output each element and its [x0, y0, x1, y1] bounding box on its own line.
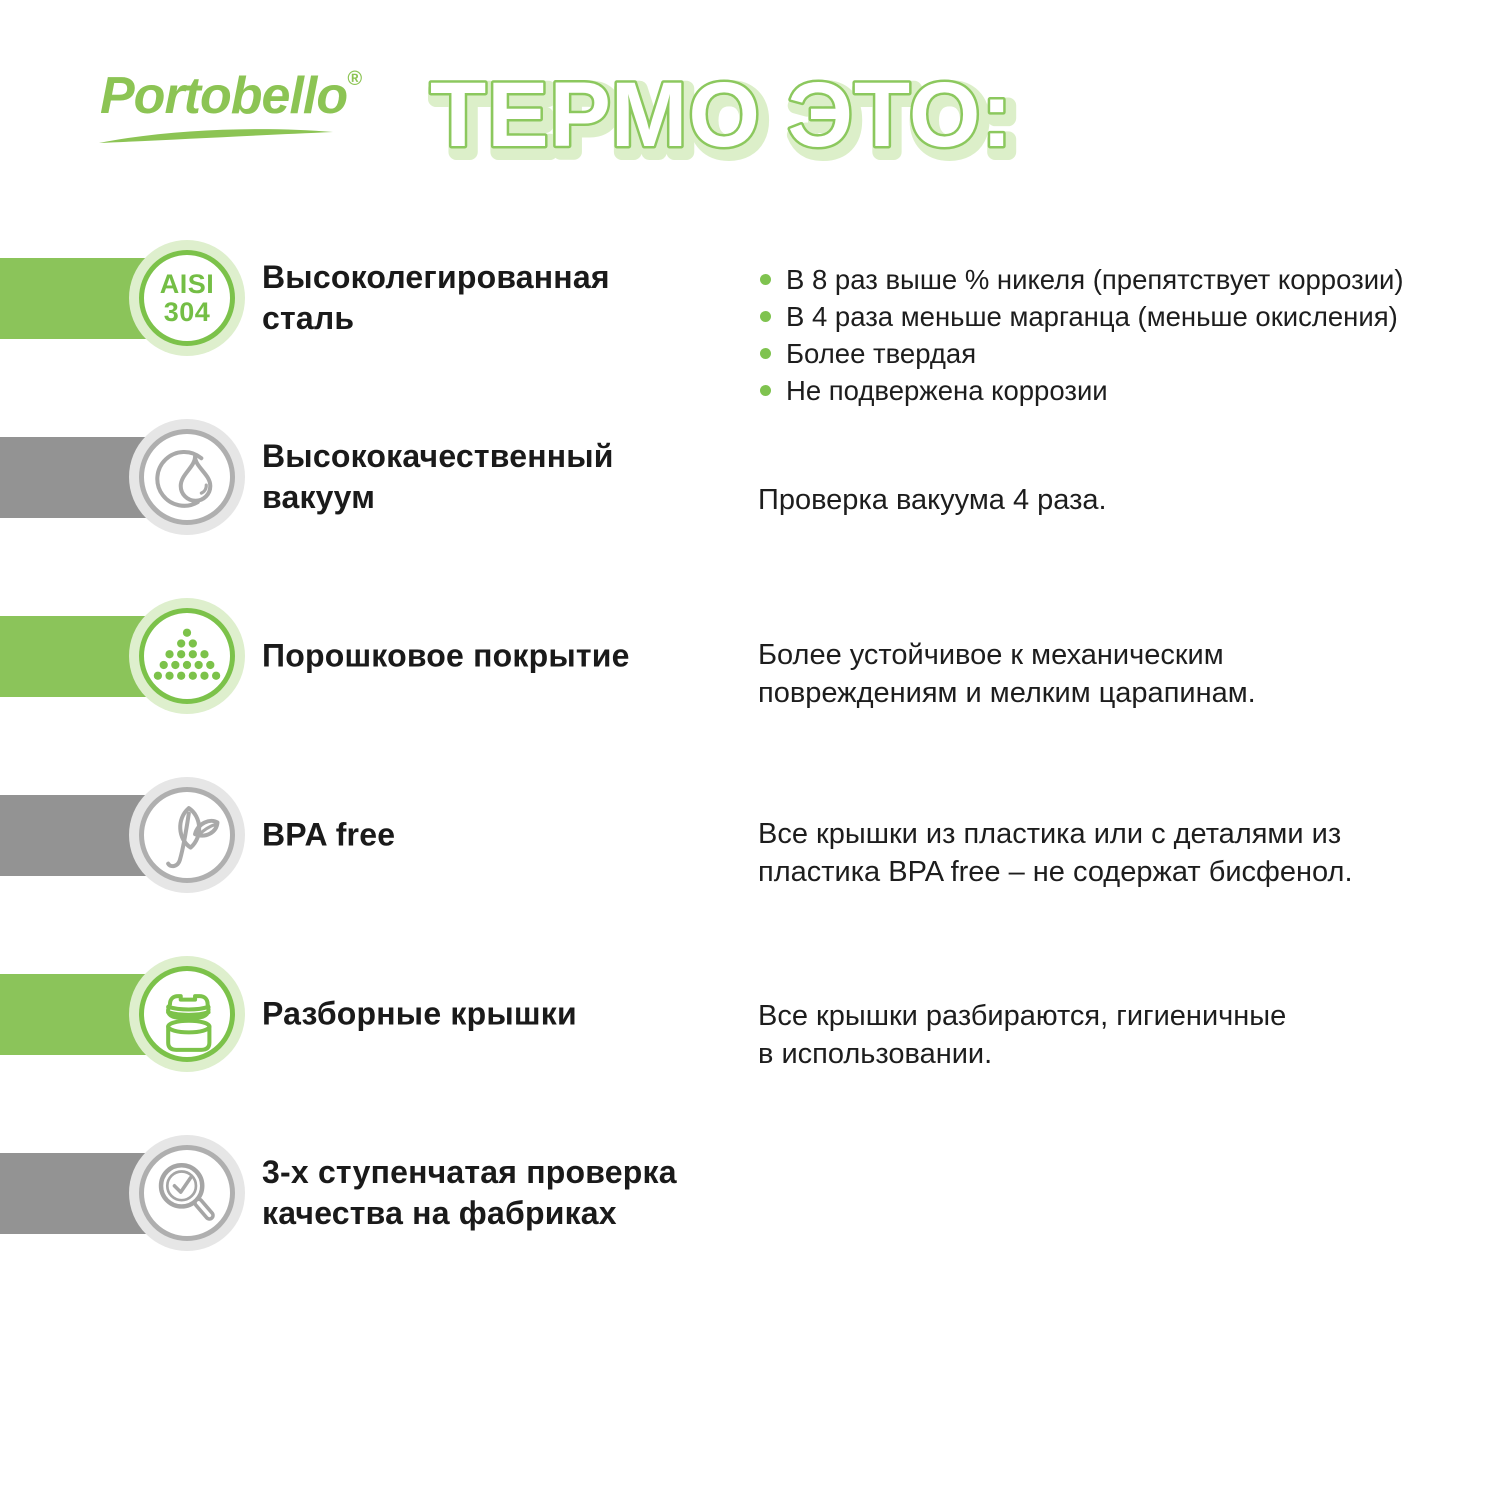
feature-description: Все крышки разбираются, гигиеничные в ис…: [758, 1000, 1287, 1070]
lid-parts-icon: [166, 994, 212, 1052]
bullet-text: Не подвержена коррозии: [786, 374, 1108, 406]
feature-title: 3-х ступенчатая проверка качества на фаб…: [262, 1154, 677, 1231]
page-title-text: ТЕРМО ЭТО:: [430, 64, 1013, 166]
bullet-item: Более твердая: [760, 335, 1404, 372]
feature-title: BPA free: [262, 816, 396, 853]
feature-description: Проверка вакуума 4 раза.: [758, 484, 1107, 516]
aisi-304-badge: AISI 304: [139, 250, 235, 346]
bullet-text: Более твердая: [786, 337, 977, 369]
feature-title: Высоколегированная сталь: [262, 259, 610, 336]
feature-description: Более устойчивое к механическим поврежде…: [758, 639, 1256, 709]
bullet-dot-icon: [760, 348, 771, 359]
page-title: ТЕРМО ЭТО: ТЕРМО ЭТО:: [428, 62, 1025, 181]
portobello-logo-text: Portobello: [100, 67, 348, 125]
feature-title: Разборные крышки: [262, 995, 577, 1032]
magnifier-check-icon: [158, 1162, 215, 1221]
bullet-dot-icon: [760, 385, 771, 396]
badge-line-1: AISI: [159, 269, 215, 299]
bullet-dot-icon: [760, 311, 771, 322]
bullet-text: В 8 раз выше % никеля (препятствует корр…: [786, 263, 1404, 295]
bullet-item: В 4 раза меньше марганца (меньше окислен…: [760, 298, 1404, 335]
page-title-halo: ТЕРМО ЭТО:: [435, 70, 1018, 172]
feature-description: Все крышки из пластика или с деталями из…: [758, 818, 1353, 888]
feature-title: Порошковое покрытие: [262, 637, 630, 674]
powder-dots-icon: [153, 628, 221, 680]
bullet-text: В 4 раза меньше марганца (меньше окислен…: [786, 300, 1398, 332]
water-drop-icon: [155, 450, 213, 508]
bullet-item: В 8 раз выше % никеля (препятствует корр…: [760, 261, 1404, 298]
logo-swoosh: [99, 129, 333, 143]
registered-trademark-icon: ®: [347, 68, 362, 90]
bullet-item: Не подвержена коррозии: [760, 372, 1404, 409]
leaf-icon: [166, 806, 220, 869]
badge-line-2: 304: [163, 297, 211, 327]
bullet-dot-icon: [760, 274, 771, 285]
portobello-logo: Portobello®: [99, 66, 362, 143]
feature-title: Высококачественный вакуум: [262, 438, 614, 515]
feature-bullet-list: В 8 раз выше % никеля (препятствует корр…: [760, 261, 1404, 409]
